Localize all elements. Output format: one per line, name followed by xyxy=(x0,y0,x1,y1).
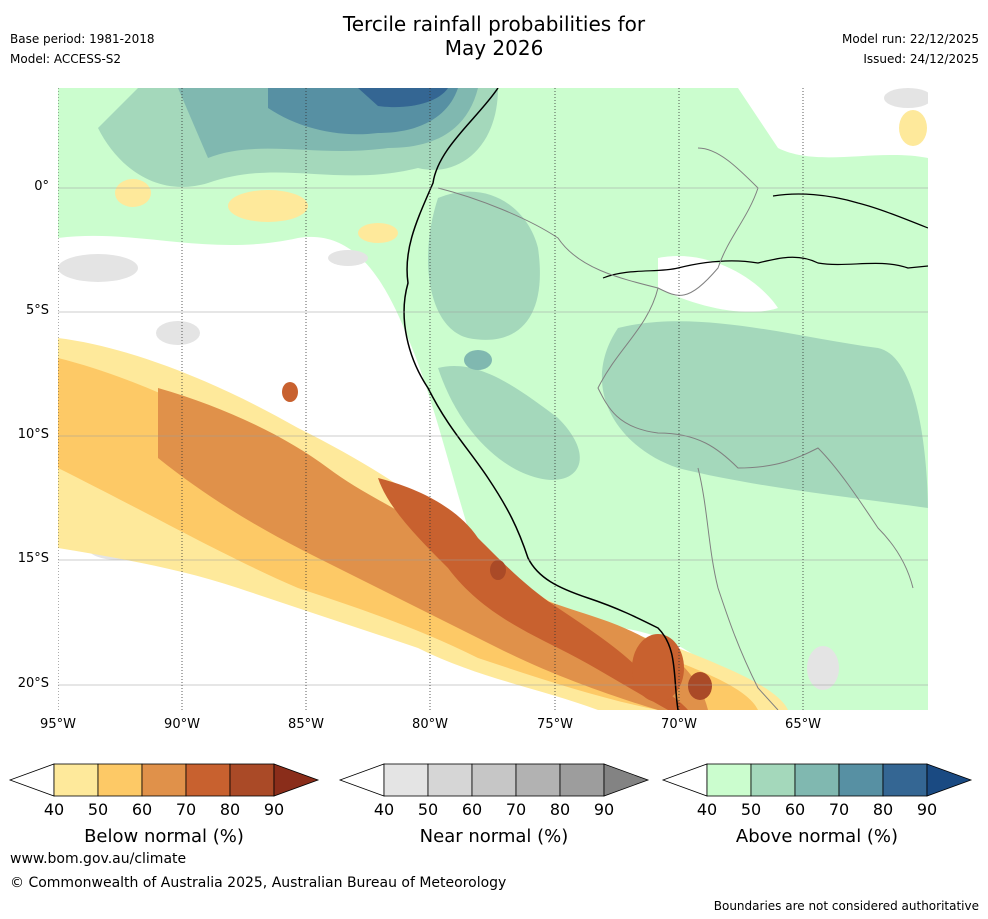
colorbar-near-label: Near normal (%) xyxy=(419,826,569,847)
lat-label-0: 0° xyxy=(34,179,49,194)
colorbar-segment xyxy=(882,763,928,797)
below-tick-70: 70 xyxy=(175,800,197,819)
colorbar-extend-low xyxy=(338,763,385,797)
colorbar-segment xyxy=(141,763,187,797)
model-run: Model run: 22/12/2025 xyxy=(841,32,979,46)
rainfall-map xyxy=(58,88,928,710)
colorbar-extend-high xyxy=(273,763,320,797)
field-near-5 xyxy=(328,250,368,266)
colorbar-segment xyxy=(383,763,429,797)
colorbar-near xyxy=(338,763,650,797)
border-bolivia xyxy=(697,467,779,710)
field-near-2 xyxy=(156,321,200,345)
colorbar-extend-high xyxy=(603,763,650,797)
colorbar-segment xyxy=(838,763,884,797)
field-below-ne xyxy=(899,110,927,146)
amazon-river xyxy=(602,256,928,279)
lon-label-90w: 90°W xyxy=(164,717,200,732)
colorbar-segment xyxy=(559,763,605,797)
above-tick-90: 90 xyxy=(916,800,938,819)
below-tick-60: 60 xyxy=(131,800,153,819)
field-above-80-north xyxy=(358,88,448,108)
colorbar-segment xyxy=(97,763,143,797)
colorbar-extend-high xyxy=(926,763,973,797)
graticule xyxy=(58,88,928,710)
near-tick-60: 60 xyxy=(461,800,483,819)
colorbar-segment xyxy=(706,763,752,797)
field-white-ne xyxy=(738,88,928,158)
colorbar-below xyxy=(8,763,320,797)
meta-right: Model run: 22/12/2025 Issued: 24/12/2025 xyxy=(842,29,979,69)
field-above-50-peru xyxy=(438,366,580,480)
field-below-80-south xyxy=(688,672,712,700)
lat-label-20s: 20°S xyxy=(17,676,49,691)
meta-left: Base period: 1981-2018 Model: ACCESS-S2 xyxy=(10,29,155,69)
field-below-80 xyxy=(490,560,506,580)
title-line-1: Tercile rainfall probabilities for xyxy=(342,12,646,36)
lat-label-10s: 10°S xyxy=(17,427,49,442)
footer-note: Boundaries are not considered authoritat… xyxy=(713,899,979,913)
lon-label-75w: 75°W xyxy=(537,717,573,732)
near-tick-90: 90 xyxy=(593,800,615,819)
lon-label-95w: 95°W xyxy=(40,717,76,732)
field-below-70-ocean xyxy=(282,382,298,402)
near-tick-80: 80 xyxy=(549,800,571,819)
field-below-equator xyxy=(228,190,308,222)
field-above-50-east xyxy=(601,321,928,508)
footer-url: www.bom.gov.au/climate xyxy=(10,851,187,867)
map-canvas xyxy=(58,88,928,710)
near-tick-70: 70 xyxy=(505,800,527,819)
lat-label-5s: 5°S xyxy=(25,303,49,318)
title-line-2: May 2026 xyxy=(444,36,544,60)
above-tick-70: 70 xyxy=(828,800,850,819)
below-tick-50: 50 xyxy=(87,800,109,819)
lon-label-70w: 70°W xyxy=(661,717,697,732)
field-below-equator-2 xyxy=(358,223,398,243)
above-tick-60: 60 xyxy=(784,800,806,819)
near-tick-40: 40 xyxy=(373,800,395,819)
below-tick-90: 90 xyxy=(263,800,285,819)
field-near-7 xyxy=(807,646,839,690)
field-below-70 xyxy=(378,478,688,710)
colorbar-segment xyxy=(471,763,517,797)
colorbar-segment xyxy=(750,763,796,797)
field-white-north xyxy=(658,256,778,312)
issued-date: Issued: 24/12/2025 xyxy=(863,52,979,66)
colorbar-segment xyxy=(794,763,840,797)
near-tick-50: 50 xyxy=(417,800,439,819)
field-near-6 xyxy=(884,88,928,108)
colorbar-segment xyxy=(53,763,99,797)
field-near-1 xyxy=(58,254,138,282)
below-tick-80: 80 xyxy=(219,800,241,819)
above-tick-50: 50 xyxy=(740,800,762,819)
above-tick-40: 40 xyxy=(696,800,718,819)
colorbar-above xyxy=(661,763,973,797)
colorbar-segment xyxy=(427,763,473,797)
lat-label-15s: 15°S xyxy=(17,551,49,566)
colorbar-extend-low xyxy=(8,763,55,797)
footer-copyright: © Commonwealth of Australia 2025, Austra… xyxy=(10,875,507,891)
above-tick-80: 80 xyxy=(872,800,894,819)
field-below-galapagos xyxy=(115,179,151,207)
base-period: Base period: 1981-2018 xyxy=(10,32,155,46)
field-above-60-peru xyxy=(464,350,492,370)
colorbar-extend-low xyxy=(661,763,708,797)
colorbar-segment xyxy=(515,763,561,797)
coastline xyxy=(403,88,679,710)
map-title: Tercile rainfall probabilities for May 2… xyxy=(0,12,988,60)
colorbar-segment xyxy=(229,763,275,797)
colorbar-above-label: Above normal (%) xyxy=(735,826,899,847)
lon-label-65w: 65°W xyxy=(785,717,821,732)
coast-north xyxy=(772,193,928,229)
field-above-50-andes xyxy=(428,191,540,340)
border-south xyxy=(597,287,914,589)
below-tick-40: 40 xyxy=(43,800,65,819)
colorbar-segment xyxy=(185,763,231,797)
lon-label-85w: 85°W xyxy=(288,717,324,732)
colorbar-below-label: Below normal (%) xyxy=(84,826,244,847)
lon-label-80w: 80°W xyxy=(412,717,448,732)
model-name: Model: ACCESS-S2 xyxy=(10,52,122,66)
